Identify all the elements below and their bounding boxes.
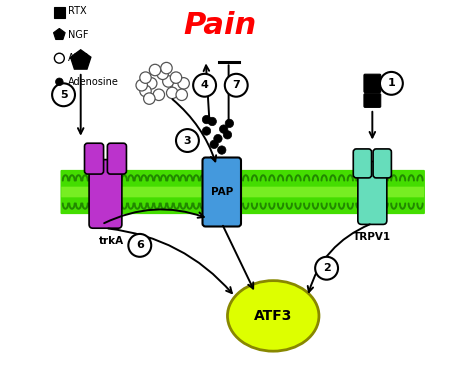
FancyBboxPatch shape (364, 94, 381, 108)
Circle shape (223, 131, 232, 139)
FancyBboxPatch shape (202, 157, 241, 227)
Text: 1: 1 (388, 78, 395, 88)
Circle shape (214, 134, 222, 143)
Text: ATF3: ATF3 (254, 309, 292, 323)
Circle shape (163, 76, 174, 87)
Text: trkA: trkA (99, 236, 124, 246)
Text: 2: 2 (323, 263, 330, 273)
FancyBboxPatch shape (364, 74, 381, 93)
FancyBboxPatch shape (61, 170, 425, 214)
Text: AMP: AMP (68, 53, 89, 63)
Circle shape (315, 257, 338, 280)
Circle shape (140, 72, 151, 83)
Circle shape (176, 89, 187, 101)
Circle shape (380, 72, 403, 95)
Circle shape (128, 234, 151, 257)
Circle shape (153, 89, 164, 101)
Circle shape (161, 62, 172, 74)
Circle shape (219, 125, 228, 133)
FancyBboxPatch shape (353, 149, 372, 178)
Circle shape (202, 127, 211, 135)
Circle shape (157, 68, 168, 79)
Circle shape (208, 117, 217, 126)
Circle shape (166, 87, 178, 99)
Text: 5: 5 (60, 90, 67, 100)
Circle shape (225, 119, 234, 127)
Circle shape (136, 79, 147, 91)
Circle shape (55, 53, 64, 63)
Circle shape (146, 78, 157, 89)
Circle shape (218, 146, 226, 154)
Text: TRPV1: TRPV1 (353, 232, 392, 242)
Circle shape (140, 85, 151, 97)
Text: 6: 6 (136, 240, 144, 250)
Text: Adenosine: Adenosine (68, 77, 119, 87)
FancyBboxPatch shape (108, 143, 127, 174)
Circle shape (193, 74, 216, 97)
Text: NGF: NGF (68, 30, 89, 40)
FancyBboxPatch shape (89, 160, 122, 228)
Text: 3: 3 (183, 136, 191, 146)
Text: 4: 4 (201, 80, 209, 90)
Circle shape (172, 81, 183, 93)
Circle shape (225, 74, 248, 97)
Circle shape (202, 115, 211, 124)
Circle shape (170, 72, 182, 83)
Circle shape (178, 78, 189, 89)
FancyBboxPatch shape (373, 149, 392, 178)
Circle shape (149, 64, 161, 76)
Text: 7: 7 (232, 80, 240, 90)
Text: PAP: PAP (210, 187, 233, 197)
Circle shape (55, 78, 63, 86)
Text: RTX: RTX (68, 6, 87, 16)
Ellipse shape (228, 281, 319, 351)
FancyBboxPatch shape (61, 187, 424, 197)
FancyBboxPatch shape (358, 162, 387, 224)
Circle shape (144, 93, 155, 104)
Bar (54, 7, 64, 18)
Text: Pain: Pain (183, 11, 256, 40)
Circle shape (176, 129, 199, 152)
Circle shape (52, 83, 75, 106)
FancyBboxPatch shape (84, 143, 104, 174)
Circle shape (210, 140, 219, 149)
